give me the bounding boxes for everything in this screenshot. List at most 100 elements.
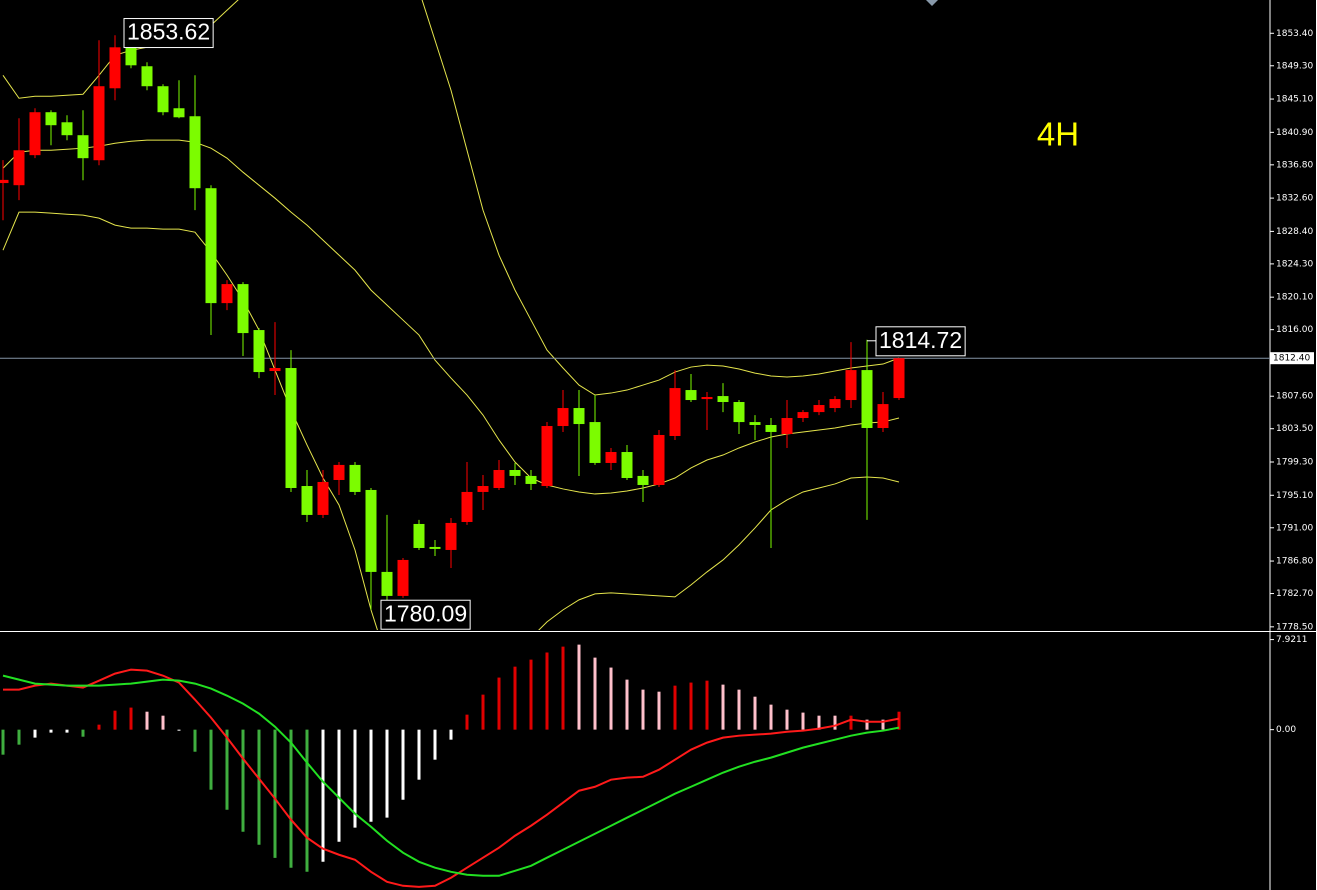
candle-body: [493, 470, 505, 488]
price-annotations: 1853.62 1780.09 1814.72: [123, 18, 966, 630]
candle-body: [717, 396, 729, 403]
candle-body: [29, 112, 41, 156]
candle-body: [125, 47, 137, 66]
candle-body: [685, 390, 697, 401]
candle-body: [573, 408, 585, 425]
macd-pane: [1, 644, 901, 888]
macd-line: [2, 674, 900, 877]
current-price-box: [1270, 352, 1314, 365]
candle-body: [445, 522, 457, 550]
candle-body: [749, 422, 761, 425]
candle-body: [221, 284, 233, 304]
price-annotation: 1853.62: [123, 18, 214, 49]
candle-body: [109, 47, 121, 89]
candle-body: [605, 452, 617, 463]
bollinger-band: [2, 211, 900, 630]
candle-body: [765, 424, 777, 432]
candle-body: [861, 370, 873, 429]
y-tick-label: 1824.30: [1276, 259, 1313, 269]
candle-body: [269, 368, 281, 372]
candle-body: [797, 412, 809, 419]
y-tick-label: 7.9211: [1276, 635, 1308, 645]
candle-body: [477, 486, 489, 492]
candle-body: [0, 179, 9, 184]
current-price-label: 1812.40: [1273, 354, 1310, 364]
annotation-text: 1814.72: [879, 327, 962, 353]
candle-body: [77, 135, 89, 159]
y-tick-label: 1786.80: [1276, 557, 1313, 567]
candle-body: [317, 481, 329, 515]
candle-body: [365, 489, 377, 572]
candle-body: [893, 358, 905, 399]
candle-body: [845, 370, 857, 401]
annotation-box: [875, 326, 966, 357]
candle-body: [301, 486, 313, 515]
candle-body: [429, 546, 441, 549]
y-tick-label: 1820.10: [1276, 293, 1313, 303]
axis-labels: 1853.40 1849.30 1845.10 1840.90 1836.80 1832.…: [1270, 29, 1314, 735]
candle-body: [285, 368, 297, 488]
candle-body: [141, 66, 153, 87]
candle-body: [13, 150, 25, 186]
candle-body: [253, 330, 265, 373]
candle-body: [781, 418, 793, 435]
candle-body: [349, 464, 361, 492]
price-annotation: 1814.72: [867, 326, 966, 357]
price-annotation: 1780.09: [380, 599, 471, 630]
candle-body: [589, 422, 601, 463]
y-tick-label: 1849.30: [1276, 61, 1313, 71]
candle-body: [461, 491, 473, 522]
y-tick-label: 1778.50: [1276, 622, 1313, 632]
candle-body: [701, 397, 713, 400]
candle-body: [669, 388, 681, 437]
bollinger-band: [2, 0, 900, 396]
candle-body: [205, 188, 217, 304]
candle-body: [61, 122, 73, 136]
candle-body: [381, 571, 393, 596]
candle-body: [157, 86, 169, 113]
candle-body: [541, 426, 553, 487]
candle-body: [237, 284, 249, 334]
annotation-text: 1853.62: [127, 19, 210, 45]
candle-body: [333, 464, 345, 480]
candle-body: [173, 108, 185, 118]
candle-body: [653, 434, 665, 485]
annotation-text: 1780.09: [384, 600, 467, 626]
y-tick-label: 1845.10: [1276, 95, 1313, 105]
y-tick-label: 1782.70: [1276, 589, 1313, 599]
timeframe-label: 4H: [1037, 116, 1079, 153]
y-tick-label: 1836.80: [1276, 160, 1313, 170]
annotation-box: [123, 18, 214, 49]
macd-line: [3, 668, 900, 888]
candle-body: [733, 402, 745, 423]
annotation-box: [380, 599, 471, 630]
bollinger-band: [2, 139, 900, 495]
candle-body: [413, 523, 425, 548]
y-tick-label: 1795.10: [1276, 491, 1313, 501]
shift-marker: [926, 0, 938, 6]
y-tick-label: 1791.00: [1276, 523, 1313, 533]
y-tick-label: 1828.40: [1276, 227, 1313, 237]
y-tick-label: 1816.00: [1276, 325, 1313, 335]
candle-body: [45, 112, 57, 126]
candle-body: [637, 475, 649, 485]
candle-body: [397, 559, 409, 596]
y-tick-label: 1840.90: [1276, 128, 1313, 138]
y-tick-label: 1807.60: [1276, 392, 1313, 402]
candle-body: [189, 116, 201, 189]
candle-body: [877, 404, 889, 429]
candle-body: [621, 452, 633, 479]
y-tick-label: 1799.30: [1276, 458, 1313, 468]
candle-body: [509, 470, 521, 476]
candle-body: [525, 475, 537, 484]
price-pane: [0, 0, 1270, 630]
candle-body: [813, 405, 825, 413]
candle-body: [93, 86, 105, 161]
candle-body: [829, 399, 841, 409]
candle-body: [557, 408, 569, 427]
y-tick-label: 1832.60: [1276, 194, 1313, 204]
y-tick-label: 1803.50: [1276, 424, 1313, 434]
y-tick-label: 0.00: [1276, 725, 1296, 735]
